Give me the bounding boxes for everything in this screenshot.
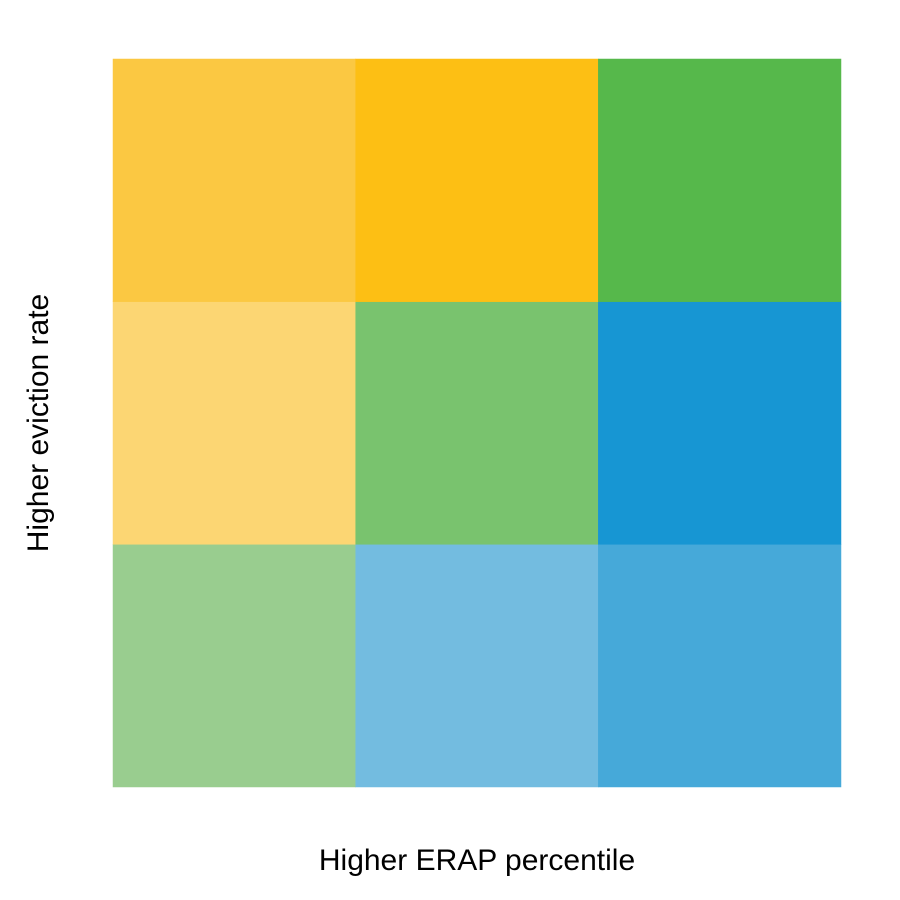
heatmap-cell-r2-c1 [112, 301, 356, 545]
heatmap-cell-r1-c3 [598, 544, 842, 788]
x-axis-label: Higher ERAP percentile [319, 844, 635, 877]
heatmap-cell-r1-c2 [355, 544, 599, 788]
heatmap-cells [112, 58, 842, 788]
heatmap-cell-r3-c2 [355, 58, 599, 302]
heatmap-cell-r3-c1 [112, 58, 356, 302]
heatmap-cell-r3-c3 [598, 58, 842, 302]
y-axis-label: Higher eviction rate [22, 294, 55, 552]
heatmap-cell-r1-c1 [112, 544, 356, 788]
heatmap-cell-r2-c2 [355, 301, 599, 545]
heatmap-cell-r2-c3 [598, 301, 842, 545]
